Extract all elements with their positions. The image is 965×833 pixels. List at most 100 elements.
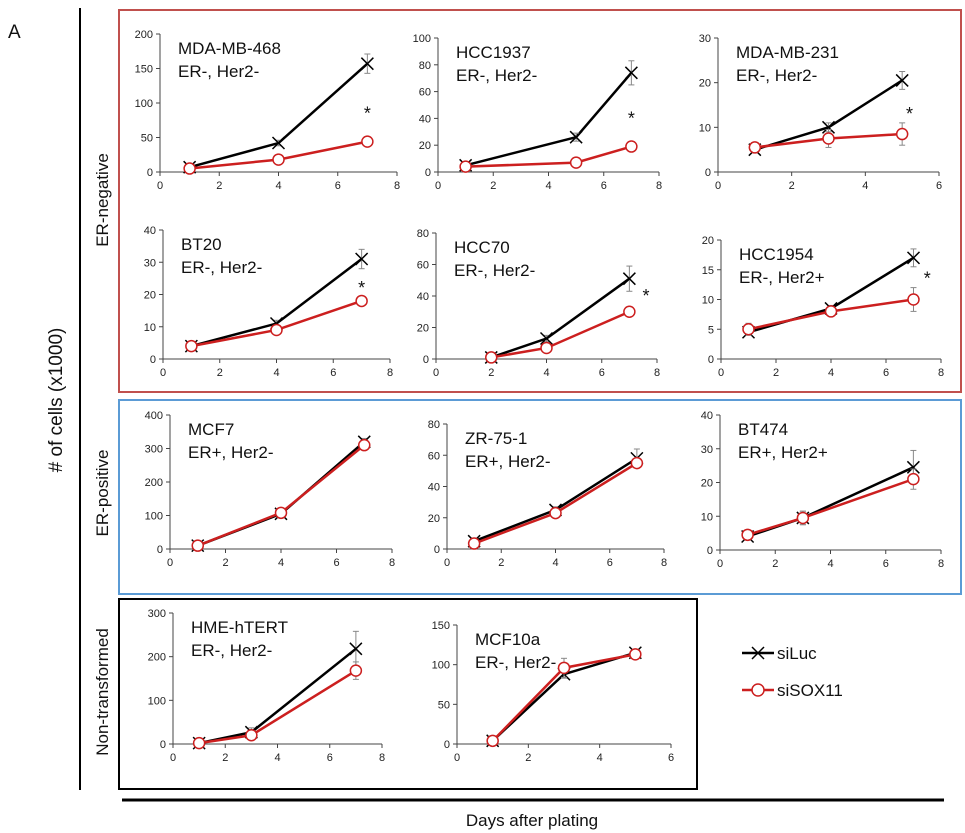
data-point-sisox11: [183, 162, 196, 175]
y-tick-label: 100: [135, 98, 153, 110]
chart-title: HME-hTERT: [191, 618, 288, 637]
chart-2: 0 10 20 30 0 2 4 6 MDA-MB-231 ER-, Her2- *: [699, 33, 942, 192]
x-tick-label: 4: [275, 180, 281, 192]
legend-label-sisox11: siSOX11: [777, 681, 843, 700]
x-tick-label: 4: [274, 752, 280, 764]
x-tick-label: 2: [217, 367, 223, 379]
data-point-sisox11: [824, 305, 838, 318]
data-point-sisox11: [796, 511, 810, 525]
data-point-sisox11: [569, 156, 583, 169]
data-point-sisox11: [192, 736, 206, 750]
data-point-sisox11: [467, 537, 481, 550]
data-point-sisox11: [274, 506, 288, 520]
data-point-sisox11: [625, 140, 638, 153]
significance-star: *: [924, 269, 931, 289]
x-tick-label: 6: [607, 557, 613, 569]
x-tick-label: 2: [216, 180, 222, 192]
x-tick-label: 0: [160, 367, 166, 379]
x-tick-label: 4: [827, 558, 833, 570]
x-tick-label: 0: [167, 557, 173, 569]
y-tick-label: 10: [702, 295, 714, 307]
chart-7: 0 20 40 60 80 0 2 4 6 8 ZR-75-1 ER+, Her2-: [428, 419, 667, 569]
chart-subtitle: ER-, Her2-: [191, 641, 272, 660]
y-tick-label: 30: [144, 257, 156, 269]
y-tick-label: 20: [419, 140, 431, 152]
significance-star: *: [628, 108, 635, 128]
data-point-sisox11: [361, 135, 374, 148]
y-tick-label: 0: [150, 354, 156, 366]
x-tick-label: 8: [379, 752, 385, 764]
data-point-sisox11: [349, 664, 363, 677]
x-tick-label: 0: [435, 180, 441, 192]
y-tick-label: 80: [419, 60, 431, 72]
x-tick-label: 8: [654, 367, 660, 379]
data-point-sisox11: [549, 506, 562, 520]
y-tick-label: 200: [145, 477, 163, 489]
chart-title: HCC70: [454, 238, 510, 257]
data-point-siluc: [906, 460, 920, 474]
x-tick-label: 8: [389, 557, 395, 569]
data-point-siluc: [906, 251, 921, 265]
data-point-sisox11: [485, 351, 498, 364]
data-point-siluc: [349, 642, 363, 656]
x-tick-label: 6: [327, 752, 333, 764]
y-tick-label: 10: [144, 322, 156, 334]
chart-subtitle: ER+, Her2-: [465, 452, 551, 471]
y-tick-label: 20: [428, 513, 440, 525]
y-tick-label: 30: [699, 33, 711, 45]
significance-star: *: [358, 278, 365, 298]
y-tick-label: 20: [699, 78, 711, 90]
series-line-siluc: [465, 72, 633, 167]
y-tick-label: 40: [417, 291, 429, 303]
data-point-sisox11: [540, 341, 553, 355]
x-tick-label: 0: [157, 180, 163, 192]
chart-title: BT474: [738, 420, 788, 439]
x-tick-label: 6: [883, 558, 889, 570]
x-tick-label: 2: [222, 752, 228, 764]
chart-title: HCC1937: [456, 43, 531, 62]
series-line-sisox11: [198, 669, 357, 745]
group-label-non-transformed: Non-transformed: [93, 628, 112, 756]
chart-subtitle: ER-, Her2-: [475, 653, 556, 672]
chart-subtitle: ER-, Her2-: [178, 62, 259, 81]
x-tick-label: 4: [273, 367, 279, 379]
x-tick-label: 6: [335, 180, 341, 192]
significance-star: *: [906, 104, 913, 124]
group-label-er-positive: ER-positive: [93, 450, 112, 537]
x-tick-label: 0: [444, 557, 450, 569]
x-tick-label: 8: [394, 180, 400, 192]
y-tick-label: 200: [135, 29, 153, 41]
chart-4: 0 20 40 60 80 0 2 4 6 8 HCC70 ER-, Her2- *: [417, 228, 660, 379]
y-tick-label: 40: [419, 113, 431, 125]
x-tick-label: 8: [656, 180, 662, 192]
chart-5: 0 5 10 15 20 0 2 4 6 8 HCC1954 ER-, Her2+ *: [702, 235, 944, 379]
chart-subtitle: ER+, Her2+: [738, 443, 828, 462]
data-point-sisox11: [459, 160, 472, 173]
data-point-sisox11: [355, 294, 368, 308]
x-tick-label: 6: [330, 367, 336, 379]
x-tick-label: 4: [543, 367, 549, 379]
y-tick-label: 100: [413, 33, 431, 45]
y-tick-label: 60: [419, 87, 431, 99]
x-tick-label: 6: [883, 367, 889, 379]
x-tick-label: 2: [772, 558, 778, 570]
y-tick-label: 15: [702, 265, 714, 277]
y-tick-label: 40: [428, 482, 440, 494]
data-point-sisox11: [358, 438, 371, 452]
x-tick-label: 8: [938, 367, 944, 379]
x-tick-label: 0: [718, 367, 724, 379]
y-tick-label: 80: [428, 419, 440, 431]
chart-title: BT20: [181, 235, 222, 254]
data-point-sisox11: [245, 729, 258, 742]
y-tick-label: 0: [160, 739, 166, 751]
data-point-siluc: [624, 66, 638, 80]
legend-marker-sisox11: [751, 683, 765, 697]
y-tick-label: 10: [701, 511, 713, 523]
series-line-sisox11: [747, 477, 914, 537]
y-tick-label: 300: [148, 608, 166, 620]
data-point-siluc: [355, 252, 369, 266]
x-tick-label: 4: [552, 557, 558, 569]
x-tick-label: 4: [828, 367, 834, 379]
chart-subtitle: ER-, Her2-: [456, 66, 537, 85]
y-tick-label: 150: [135, 64, 153, 76]
